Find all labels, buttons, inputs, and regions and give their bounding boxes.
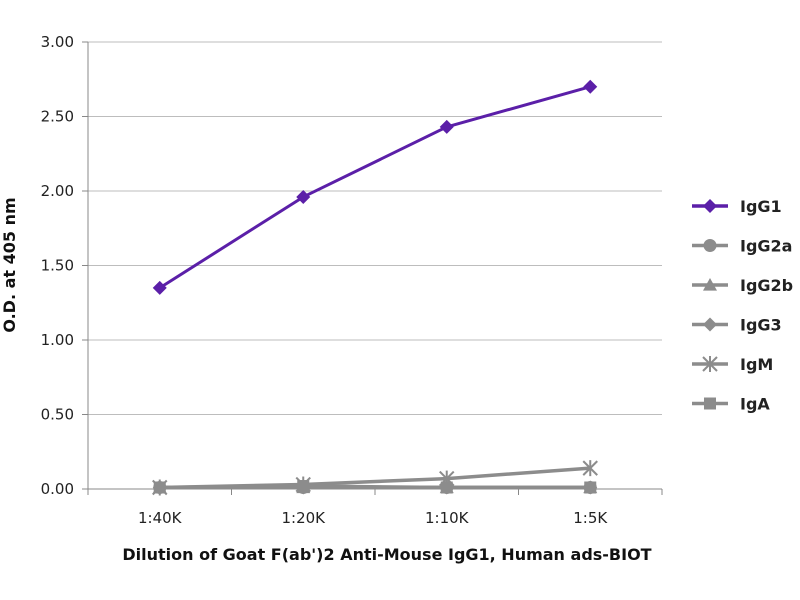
legend-item: IgG2a xyxy=(692,237,792,256)
legend-marker xyxy=(702,356,718,372)
x-tick-label: 1:5K xyxy=(573,509,608,527)
axes xyxy=(82,41,663,495)
data-point xyxy=(583,481,597,495)
legend: IgG1 IgG2a IgG2b IgG3 IgM IgA xyxy=(692,197,793,414)
legend-item: IgG2b xyxy=(692,276,793,295)
legend-item: IgG3 xyxy=(692,316,782,335)
legend-marker xyxy=(704,397,716,410)
legend-marker xyxy=(703,239,717,252)
y-tick-label: 2.00 xyxy=(41,182,74,200)
legend-label: IgG3 xyxy=(740,316,782,335)
legend-marker xyxy=(703,278,717,291)
data-point xyxy=(296,481,310,495)
x-axis-title: Dilution of Goat F(ab')2 Anti-Mouse IgG1… xyxy=(122,545,651,564)
x-tick-label: 1:40K xyxy=(138,509,183,527)
series-line xyxy=(159,466,591,490)
legend-label: IgA xyxy=(740,395,770,414)
legend-marker xyxy=(703,317,717,332)
legend-item: IgA xyxy=(692,395,770,414)
legend-marker xyxy=(703,199,717,213)
y-tick-label: 1.00 xyxy=(41,331,74,349)
gridlines xyxy=(88,41,662,415)
x-tick-label: 1:20K xyxy=(281,509,326,527)
data-point xyxy=(439,119,454,134)
series xyxy=(152,79,598,496)
series-igg2a xyxy=(153,481,597,495)
data-point xyxy=(582,460,598,477)
y-tick-labels: 0.00 0.50 1.00 1.50 2.00 2.50 3.00 xyxy=(41,33,74,498)
x-tick-labels: 1:40K 1:20K 1:10K 1:5K xyxy=(138,509,608,527)
data-point xyxy=(440,481,454,495)
y-tick-label: 0.50 xyxy=(41,406,74,424)
data-point xyxy=(583,79,598,94)
data-point xyxy=(296,189,311,204)
data-point xyxy=(153,481,167,495)
y-axis-title: O.D. at 405 nm xyxy=(0,197,19,332)
y-tick-label: 0.00 xyxy=(41,480,74,498)
series-igg1 xyxy=(152,79,598,295)
legend-label: IgG1 xyxy=(740,197,782,216)
legend-label: IgM xyxy=(740,355,773,374)
y-tick-label: 1.50 xyxy=(41,257,74,275)
legend-label: IgG2a xyxy=(740,237,792,256)
legend-item: IgG1 xyxy=(692,197,782,216)
legend-label: IgG2b xyxy=(740,276,793,295)
y-tick-label: 2.50 xyxy=(41,108,74,126)
y-tick-label: 3.00 xyxy=(41,33,74,51)
x-tick-label: 1:10K xyxy=(425,509,470,527)
data-point xyxy=(152,280,167,295)
legend-item: IgM xyxy=(692,355,773,374)
series-line xyxy=(158,85,591,290)
